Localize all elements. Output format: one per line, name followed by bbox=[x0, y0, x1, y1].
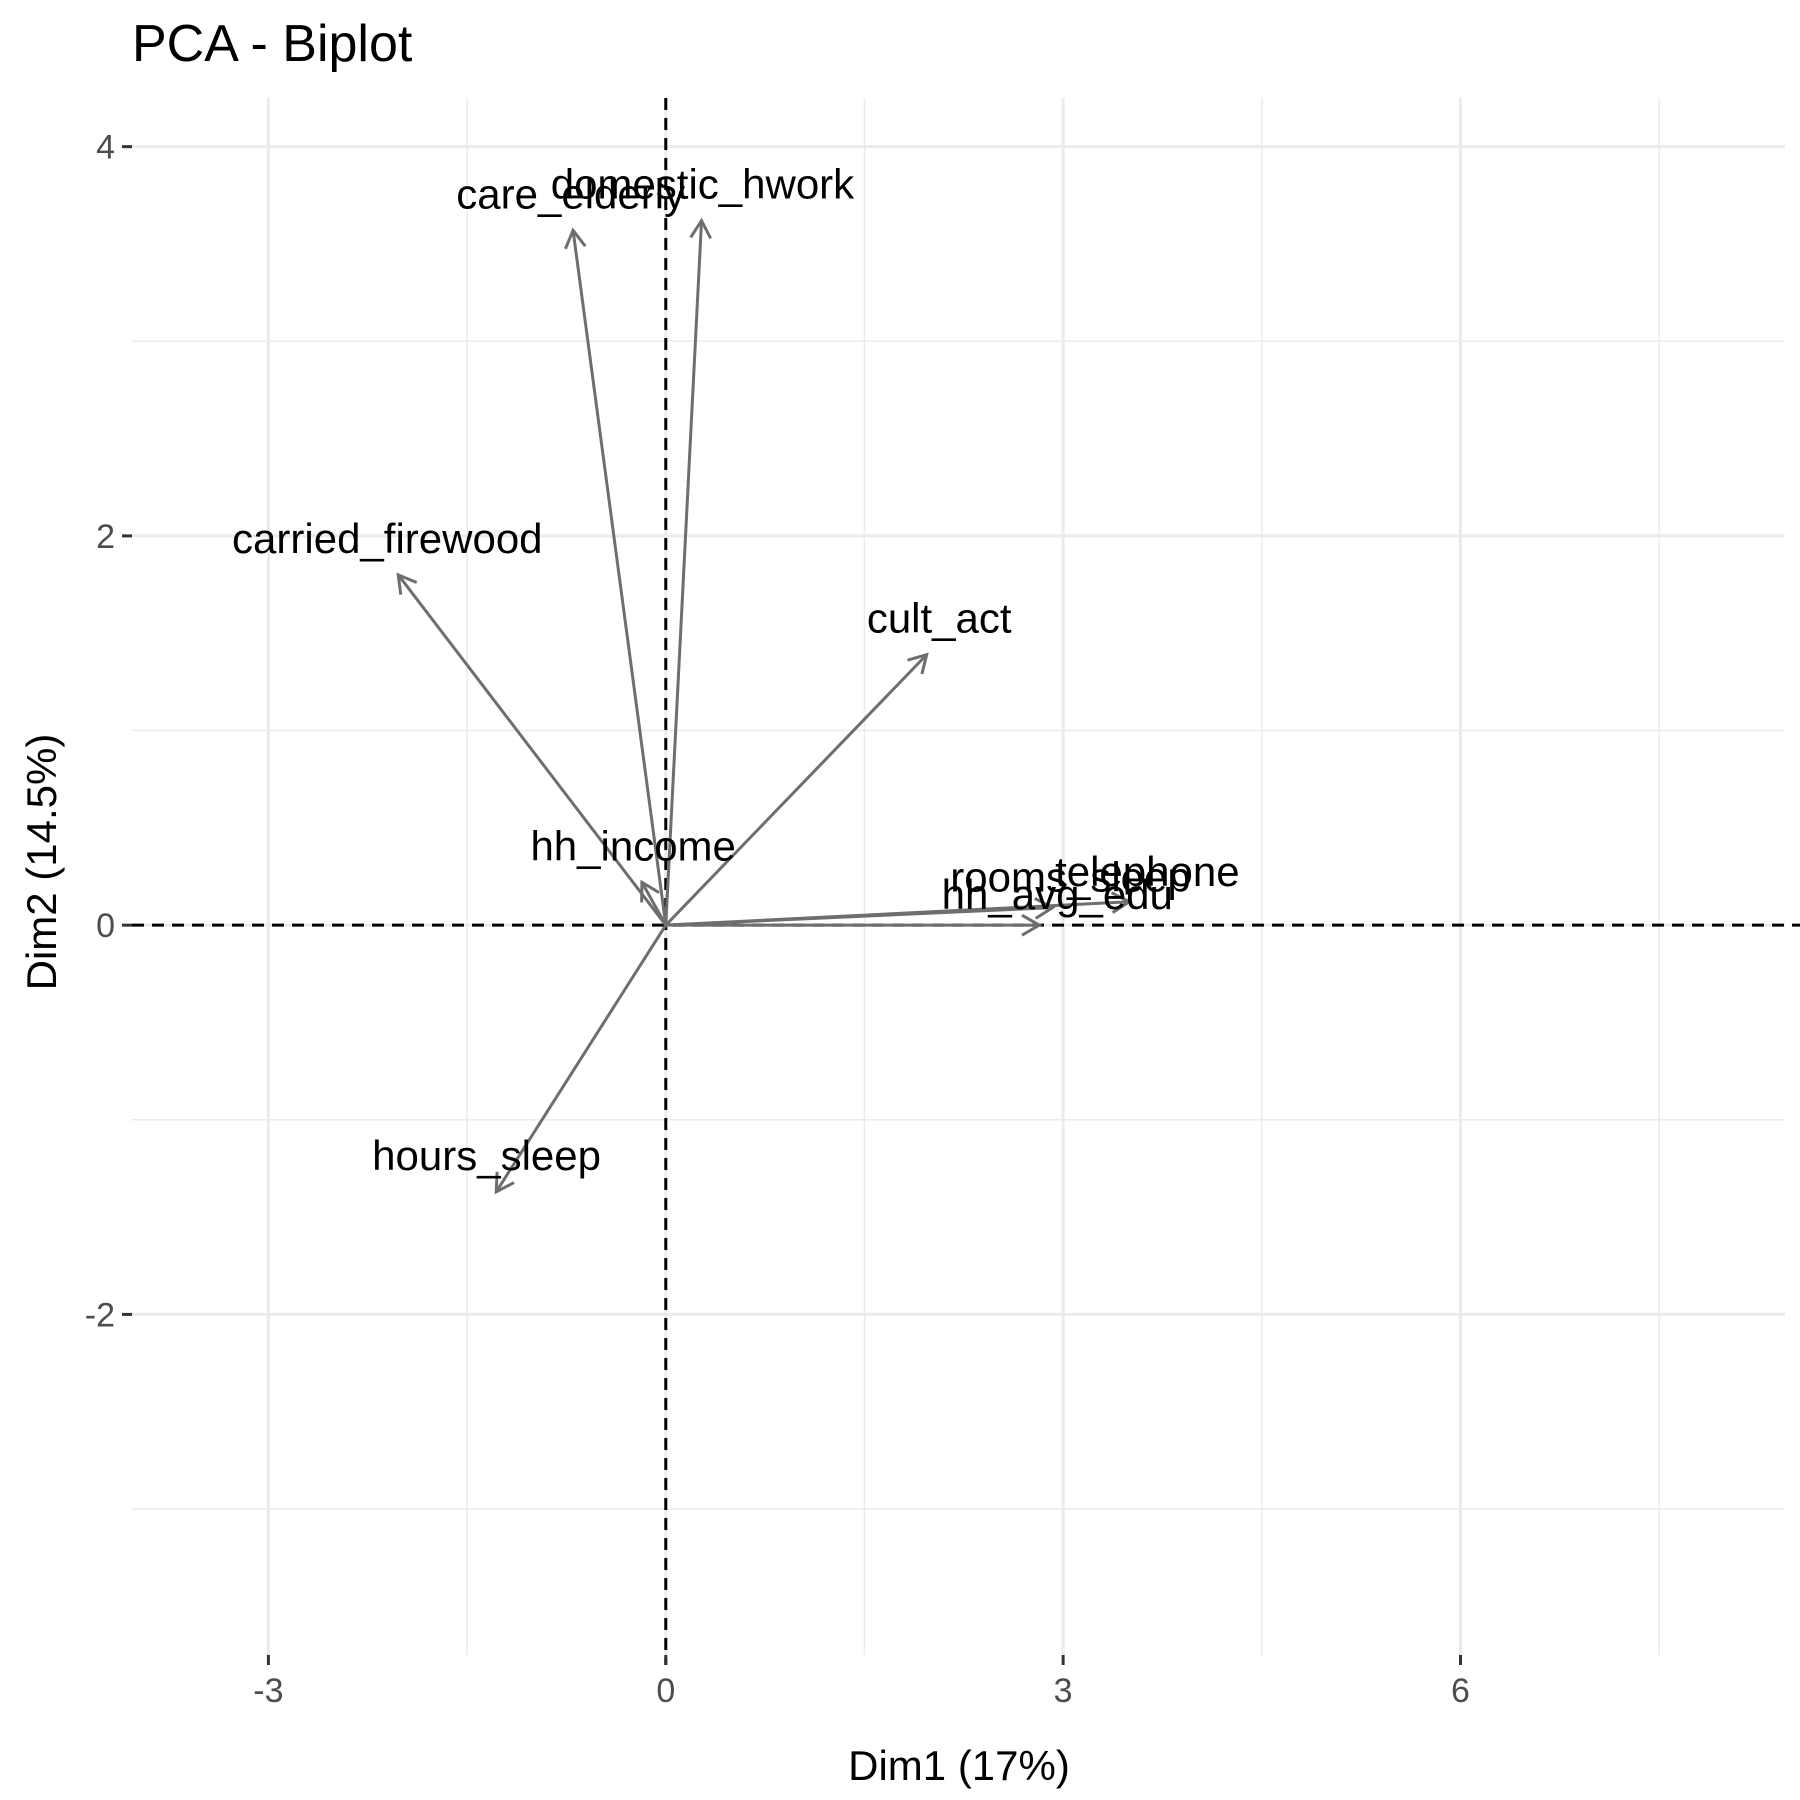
x-tick-label: 0 bbox=[656, 1672, 675, 1710]
label-rooms_sleep: rooms_sleep bbox=[950, 854, 1190, 901]
arrow-care_elderly bbox=[571, 230, 668, 926]
x-axis-title: Dim1 (17%) bbox=[848, 1742, 1070, 1789]
arrowhead-hh_avg_edu bbox=[1021, 913, 1043, 937]
axis-ticks: -3 0 3 6 -2 0 2 4 bbox=[85, 129, 1470, 1710]
arrowhead-telephone bbox=[1110, 891, 1133, 914]
variable-arrows bbox=[396, 217, 1133, 1195]
x-tick-label: -3 bbox=[253, 1672, 283, 1710]
arrowhead-hh_income bbox=[640, 879, 660, 903]
arrow-hh_income bbox=[640, 881, 668, 926]
arrow-cult_act bbox=[664, 653, 928, 927]
chart-title: PCA - Biplot bbox=[132, 15, 413, 73]
arrowhead-domestic_hwork bbox=[689, 217, 712, 240]
arrowhead-hours_sleep bbox=[494, 1171, 515, 1195]
label-telephone: telephone bbox=[1055, 848, 1240, 895]
y-tick-label: 4 bbox=[96, 129, 115, 167]
arrow-hours_sleep bbox=[494, 924, 668, 1193]
label-hh_income: hh_income bbox=[530, 822, 735, 869]
arrowhead-care_elderly bbox=[564, 227, 587, 250]
x-tick-label: 6 bbox=[1451, 1672, 1470, 1710]
y-tick-label: 2 bbox=[96, 518, 115, 556]
y-axis-title: Dim2 (14.5%) bbox=[18, 734, 65, 991]
label-carried_firewood: carried_firewood bbox=[232, 515, 543, 562]
label-care_elderly: care_elderly bbox=[456, 170, 685, 217]
y-tick-label: 0 bbox=[96, 907, 115, 945]
label-domestic_hwork: domestic_hwork bbox=[551, 161, 855, 208]
x-tick-label: 3 bbox=[1054, 1672, 1073, 1710]
arrow-carried_firewood bbox=[397, 573, 667, 927]
arrow-domestic_hwork bbox=[664, 220, 704, 926]
arrowhead-rooms_sleep bbox=[1034, 897, 1056, 920]
y-tick-label: -2 bbox=[85, 1296, 115, 1334]
label-hours_sleep: hours_sleep bbox=[372, 1132, 601, 1179]
label-hh_avg_edu: hh_avg_edu bbox=[942, 871, 1173, 918]
reference-lines bbox=[132, 98, 1800, 1665]
arrowhead-cult_act bbox=[907, 652, 929, 675]
arrow-rooms_sleep bbox=[665, 906, 1053, 927]
label-cult_act: cult_act bbox=[867, 595, 1012, 642]
arrowhead-carried_firewood bbox=[396, 572, 418, 595]
